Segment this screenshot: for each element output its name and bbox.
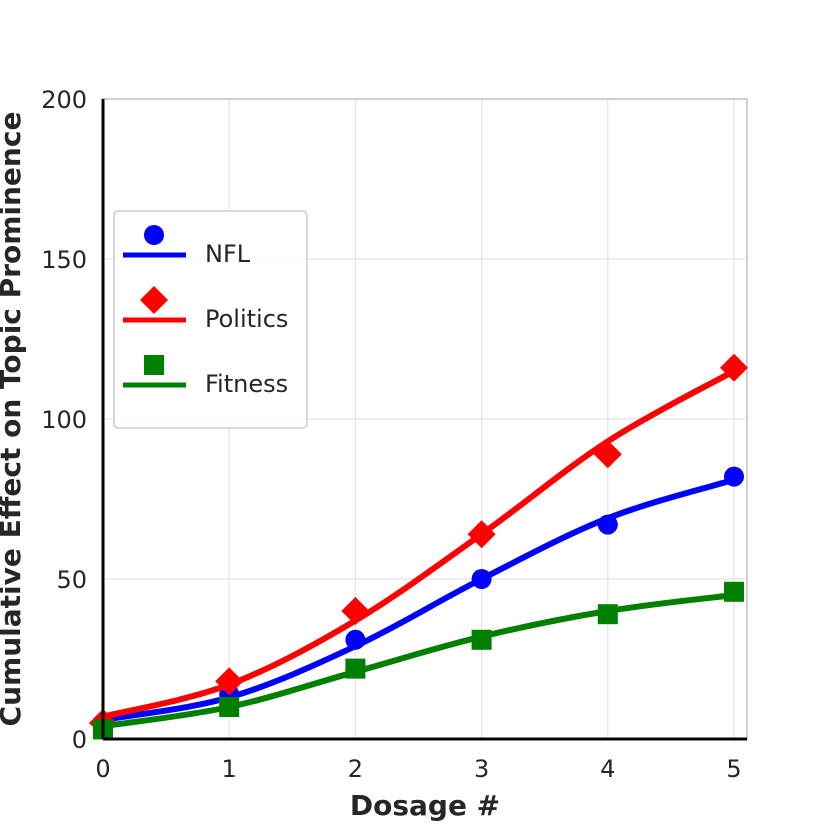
data-point-fitness [345,658,366,679]
data-point-nfl [724,466,744,487]
x-tick-label: 3 [474,755,489,783]
series-line-politics [100,368,737,720]
legend-label-fitness: Fitness [205,370,288,398]
data-point-fitness [471,629,492,650]
legend-label-politics: Politics [205,305,288,333]
y-tick-label: 200 [41,86,87,114]
series-line-fitness [100,592,737,730]
legend-marker-nfl [144,225,164,245]
series-fitness [93,581,744,740]
data-point-fitness [597,604,618,625]
x-tick-label: 4 [600,755,615,783]
legend-marker-fitness [144,355,164,375]
legend-label-nfl: NFL [205,240,251,268]
series-nfl [93,466,744,733]
data-point-politics [341,597,370,625]
data-point-nfl [345,629,366,650]
x-tick-label: 0 [95,755,110,783]
y-tick-label: 50 [56,566,87,594]
y-tick-label: 100 [41,406,87,434]
series-line-nfl [100,476,737,723]
y-tick-label: 150 [41,246,87,274]
series-layer [89,353,748,740]
y-axis-label: Cumulative Effect on Topic Prominence [0,112,27,727]
data-point-nfl [471,569,492,589]
x-tick-label: 1 [222,755,237,783]
legend: NFL Politics Fitness [113,210,308,429]
x-tick-label: 2 [348,755,363,783]
data-point-fitness [219,697,240,717]
data-point-fitness [724,581,744,602]
data-point-politics [720,353,748,382]
data-point-politics [467,520,496,549]
data-point-politics [593,440,622,469]
y-tick-label: 0 [72,726,87,754]
x-tick-label: 5 [726,755,741,783]
data-point-politics [215,667,244,696]
data-point-nfl [597,514,618,535]
x-axis-label: Dosage # [350,789,500,822]
legend-marker-politics [140,286,168,314]
